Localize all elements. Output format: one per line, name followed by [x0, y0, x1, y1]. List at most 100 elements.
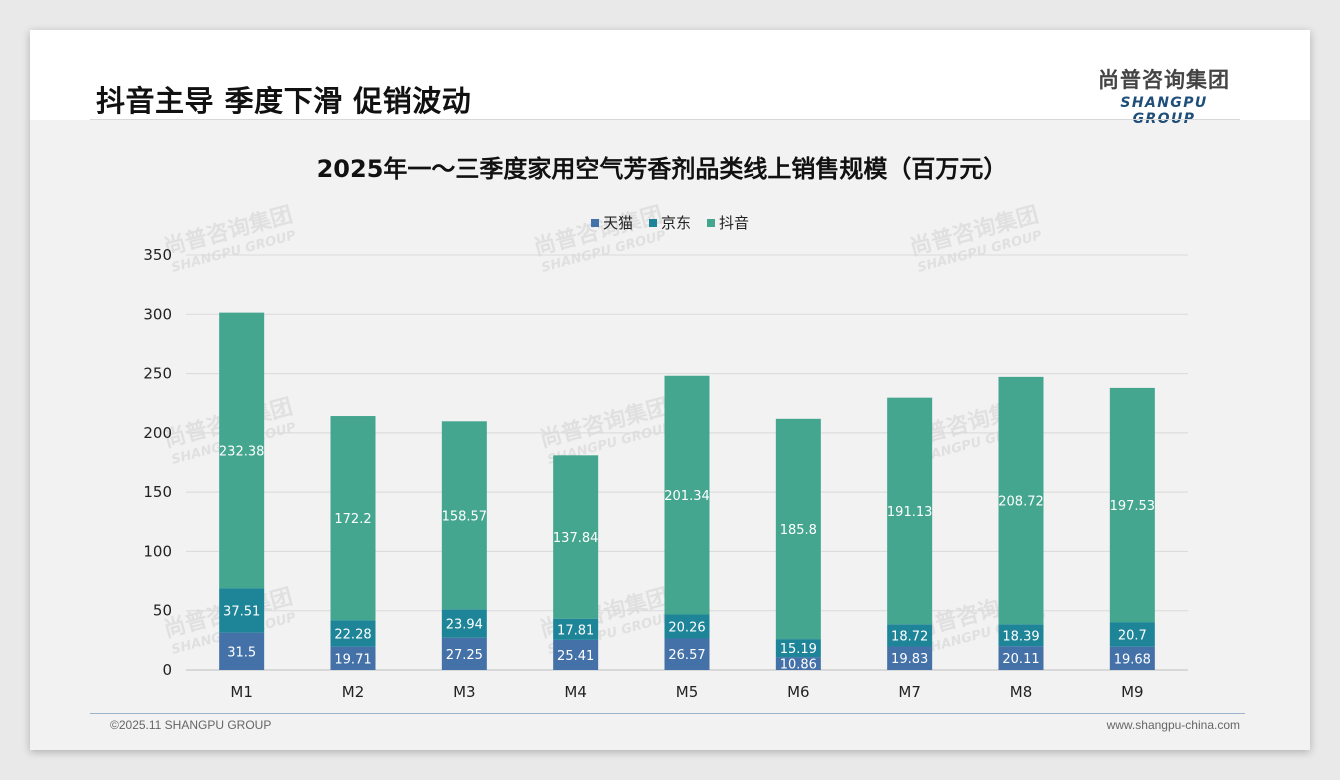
bar-segment-3[interactable] [330, 416, 376, 621]
data-label: 232.38 [219, 444, 265, 459]
legend-label: 天猫 [603, 214, 633, 232]
legend-item-3[interactable]: 抖音 [707, 214, 749, 232]
x-tick-label: M4 [564, 683, 587, 701]
bar-group-M5[interactable]: 26.57 20.26 201.34 [664, 375, 710, 670]
data-label: 158.57 [442, 509, 488, 524]
bar-segment-1[interactable] [219, 632, 265, 670]
bar-group-M1[interactable]: 31.5 37.51 232.38 [219, 312, 265, 670]
bar-group-M2[interactable]: 19.71 22.28 172.2 [330, 416, 376, 670]
data-label: 22.28 [334, 627, 371, 642]
bar-group-M4[interactable]: 25.41 17.81 137.84 [553, 455, 599, 670]
legend-swatch [649, 219, 657, 227]
data-label: 23.94 [446, 617, 483, 632]
y-axis: 0 50 100 150 200 250 300 350 [143, 246, 172, 679]
bar-group-M9[interactable]: 19.68 20.7 197.53 [1109, 387, 1156, 670]
bar-segment-2[interactable] [441, 609, 487, 638]
bar-segment-3[interactable] [441, 421, 487, 610]
slide: 抖音主导 季度下滑 促销波动 尚普咨询集团 SHANGPU GROUP 尚普咨询… [30, 30, 1310, 750]
x-tick-label: M6 [787, 683, 810, 701]
bar-segment-1[interactable] [553, 639, 599, 670]
data-label: 31.5 [227, 645, 256, 660]
x-tick-label: M8 [1010, 683, 1033, 701]
data-label: 19.68 [1114, 652, 1151, 667]
x-tick-label: M5 [676, 683, 699, 701]
bar-segment-2[interactable] [887, 624, 933, 647]
y-tick-label: 50 [153, 602, 172, 620]
legend-label: 抖音 [719, 214, 749, 232]
x-tick-label: M9 [1121, 683, 1144, 701]
bar-segment-3[interactable] [1109, 387, 1155, 623]
y-tick-label: 350 [143, 246, 172, 264]
bar-segment-2[interactable] [998, 624, 1044, 647]
data-label: 15.19 [780, 642, 817, 657]
page-title: 抖音主导 季度下滑 促销波动 [96, 84, 472, 118]
bar-segment-1[interactable] [330, 646, 376, 670]
chart-title: 2025年一～三季度家用空气芳香剂品类线上销售规模（百万元） [317, 155, 1008, 183]
bar-segment-1[interactable] [775, 657, 821, 670]
y-tick-label: 150 [143, 483, 172, 501]
data-label: 19.71 [334, 652, 371, 667]
data-label: 197.53 [1110, 499, 1156, 514]
bar-segment-3[interactable] [887, 397, 933, 625]
legend-label: 京东 [661, 214, 691, 232]
header: 抖音主导 季度下滑 促销波动 尚普咨询集团 SHANGPU GROUP [30, 30, 1310, 127]
data-label: 18.39 [1002, 629, 1039, 644]
legend-item-2[interactable]: 京东 [649, 214, 691, 232]
footer-copyright: ©2025.11 SHANGPU GROUP [110, 718, 272, 732]
data-label: 25.41 [557, 649, 594, 664]
data-label: 20.7 [1118, 628, 1147, 643]
bar-segment-2[interactable] [219, 588, 265, 633]
company-logo: 尚普咨询集团 SHANGPU GROUP [1088, 64, 1240, 127]
bar-segment-2[interactable] [553, 618, 599, 640]
logo-chinese: 尚普咨询集团 [1098, 68, 1230, 92]
bar-segment-1[interactable] [1109, 646, 1155, 670]
bar-segment-1[interactable] [664, 638, 710, 670]
data-label: 10.86 [780, 658, 817, 673]
y-tick-label: 100 [143, 542, 172, 560]
data-label: 19.83 [891, 652, 928, 667]
data-label: 172.2 [334, 512, 371, 527]
legend-swatch [591, 219, 599, 227]
data-label: 20.26 [668, 620, 705, 635]
footer-website[interactable]: www.shangpu-china.com [1106, 718, 1240, 732]
bar-segment-3[interactable] [219, 312, 265, 589]
header-divider [90, 119, 1240, 120]
bar-segment-2[interactable] [330, 620, 376, 647]
x-axis: M1 M2 M3 M4 M5 M6 M7 M8 M9 [230, 683, 1143, 701]
data-label: 26.57 [668, 648, 705, 663]
bar-segment-3[interactable] [998, 376, 1044, 625]
bar-segment-3[interactable] [664, 375, 710, 615]
bar-group-M3[interactable]: 27.25 23.94 158.57 [442, 421, 488, 670]
x-tick-label: M1 [230, 683, 253, 701]
data-label: 185.8 [780, 523, 817, 538]
x-tick-label: M2 [342, 683, 365, 701]
legend-item-1[interactable]: 天猫 [591, 214, 633, 232]
x-tick-label: M7 [898, 683, 921, 701]
legend: 天猫 京东 抖音 [591, 214, 749, 232]
bars: 31.5 37.51 232.38 19.71 22.28 172.2 27.25 23.94… [219, 312, 1156, 673]
bar-segment-3[interactable] [553, 455, 599, 619]
x-tick-label: M3 [453, 683, 476, 701]
y-tick-label: 250 [143, 365, 172, 383]
bar-group-M7[interactable]: 19.83 18.72 191.13 [887, 397, 933, 670]
legend-swatch [707, 219, 715, 227]
bar-segment-1[interactable] [998, 646, 1044, 670]
data-label: 17.81 [557, 623, 594, 638]
bar-segment-2[interactable] [775, 639, 821, 658]
data-label: 20.11 [1002, 652, 1039, 667]
bar-segment-2[interactable] [664, 614, 710, 639]
y-tick-label: 200 [143, 424, 172, 442]
bar-segment-1[interactable] [887, 646, 933, 670]
bar-segment-2[interactable] [1109, 622, 1155, 647]
data-label: 18.72 [891, 629, 928, 644]
data-label: 201.34 [664, 489, 710, 504]
chart-container: 尚普咨询集团 SHANGPU GROUP 尚普咨询集团 SHANGPU GROUP 尚普… [30, 120, 1310, 710]
bar-segment-1[interactable] [441, 637, 487, 670]
bar-segment-3[interactable] [775, 418, 821, 640]
bar-group-M8[interactable]: 20.11 18.39 208.72 [998, 376, 1044, 670]
